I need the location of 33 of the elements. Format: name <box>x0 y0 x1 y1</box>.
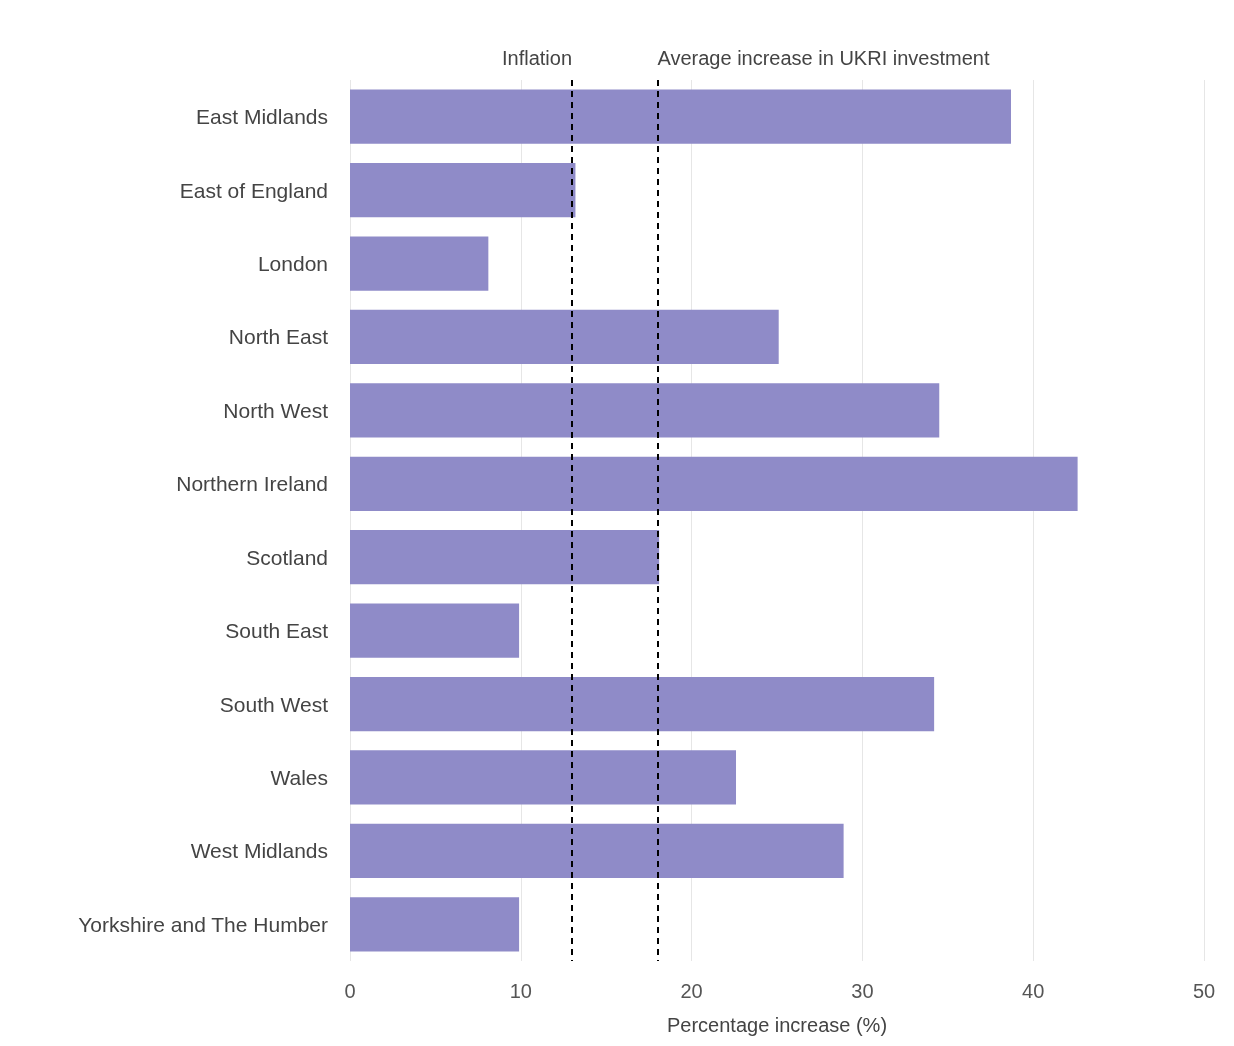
bar <box>350 603 520 658</box>
y-tick-label: South East <box>225 619 329 643</box>
x-tick-label: 50 <box>1192 980 1216 1002</box>
y-tick-label: North West <box>223 398 329 422</box>
ref-line-label: Inflation <box>501 47 573 69</box>
y-tick-label: West Midlands <box>190 839 328 863</box>
y-tick-label: Scotland <box>246 545 328 569</box>
y-tick-label: North East <box>228 325 329 349</box>
bar <box>350 236 489 291</box>
x-axis-title: Percentage increase (%) <box>666 1014 888 1036</box>
bar <box>350 456 1078 511</box>
bar <box>350 530 660 585</box>
y-tick-label: East Midlands <box>196 105 328 129</box>
bar <box>350 89 1011 144</box>
y-tick-label: London <box>257 252 328 276</box>
x-tick-label: 20 <box>680 980 703 1002</box>
bar <box>350 750 737 805</box>
bar <box>350 309 779 365</box>
bar <box>350 897 520 952</box>
y-tick-label: Yorkshire and The Humber <box>78 912 328 936</box>
x-tick-label: 10 <box>509 980 532 1002</box>
y-tick-label: East of England <box>179 178 328 202</box>
y-tick-label: Northern Ireland <box>176 472 328 496</box>
bar <box>350 823 844 879</box>
x-tick-label: 40 <box>1022 980 1045 1002</box>
y-tick-label: Wales <box>270 765 328 789</box>
y-tick-label: South West <box>219 692 329 716</box>
bar <box>350 162 576 218</box>
x-tick-label: 0 <box>344 980 356 1002</box>
bar <box>350 676 935 732</box>
x-tick-label: 30 <box>851 980 874 1002</box>
bar <box>350 383 940 438</box>
ref-line-label: Average increase in UKRI investment <box>657 47 990 69</box>
